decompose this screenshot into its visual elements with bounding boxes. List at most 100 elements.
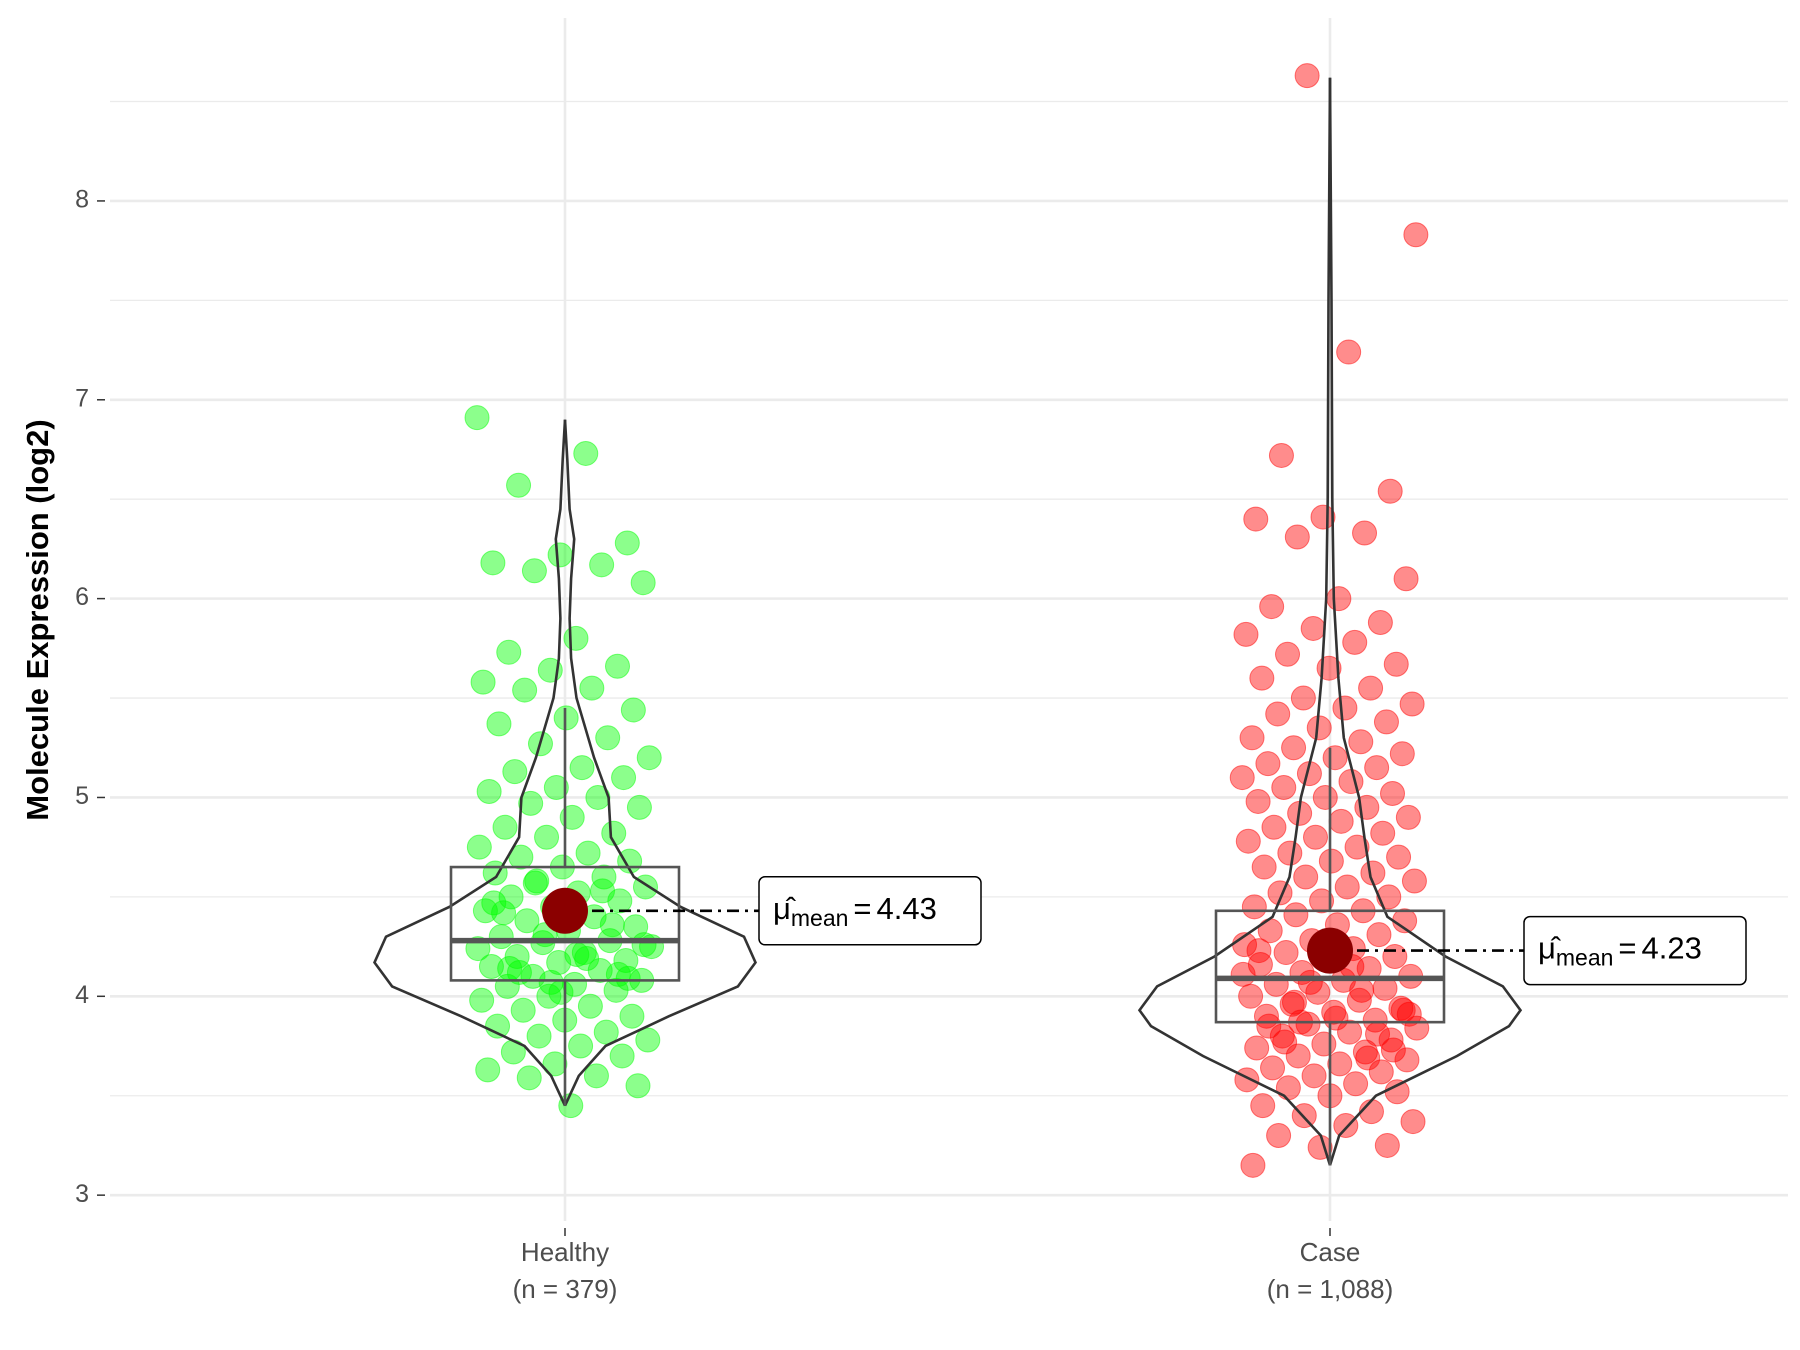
data-point (579, 675, 605, 701)
data-point (1271, 775, 1297, 801)
data-point (506, 472, 532, 498)
data-point (1346, 987, 1372, 1013)
data-point (506, 959, 532, 985)
data-point (512, 677, 538, 703)
data-point (1344, 834, 1370, 860)
data-point (518, 790, 544, 816)
data-point (1256, 1013, 1282, 1039)
data-point (599, 912, 625, 938)
data-point (593, 1019, 619, 1045)
data-point (1303, 824, 1329, 850)
data-point (1241, 894, 1267, 920)
data-point (635, 1027, 661, 1053)
data-point (1374, 1132, 1400, 1158)
data-point (615, 965, 641, 991)
data-point (1337, 1019, 1363, 1045)
data-point (1312, 784, 1338, 810)
data-point (601, 820, 627, 846)
data-point (480, 550, 506, 576)
violin-outline (1137, 77, 1332, 1166)
data-point (1244, 1035, 1270, 1061)
data-point (1229, 765, 1255, 791)
data-point (1327, 1051, 1353, 1077)
data-point (563, 625, 589, 651)
data-point (575, 840, 601, 866)
data-point (524, 868, 550, 894)
data-point (488, 924, 514, 950)
data-point (604, 653, 630, 679)
x-tick-label: Case (1300, 1237, 1361, 1267)
data-point (542, 1051, 568, 1077)
data-point (1283, 902, 1309, 928)
data-point (514, 908, 540, 934)
data-point (1251, 854, 1277, 880)
data-point (486, 711, 512, 737)
data-point (1294, 63, 1320, 89)
data-point (1358, 675, 1384, 701)
data-point (611, 765, 637, 791)
data-point (504, 944, 530, 970)
y-tick-label: 7 (75, 384, 89, 412)
data-point (1293, 864, 1319, 890)
data-point (470, 669, 496, 695)
data-point (1366, 922, 1392, 948)
violin-outline (563, 419, 757, 1107)
data-point (1336, 339, 1362, 365)
data-point (1380, 780, 1406, 806)
data-point (626, 794, 652, 820)
data-point (1285, 1043, 1311, 1069)
data-point (590, 878, 616, 904)
y-tick-label: 3 (75, 1180, 89, 1208)
data-point (1234, 1067, 1260, 1093)
data-point (1281, 735, 1307, 761)
data-point (1260, 1055, 1286, 1081)
data-point (625, 1073, 651, 1099)
y-tick-label: 6 (75, 583, 89, 611)
data-point (502, 759, 528, 785)
data-point (1370, 820, 1396, 846)
data-point (1275, 641, 1301, 667)
equals: = (853, 891, 871, 926)
data-point (1399, 691, 1425, 717)
data-point (534, 824, 560, 850)
data-point (1249, 665, 1275, 691)
data-point (1243, 506, 1269, 532)
data-point (1233, 621, 1259, 647)
data-point (1273, 940, 1299, 966)
data-point (526, 1023, 552, 1049)
data-point (591, 864, 617, 890)
data-point (564, 942, 590, 968)
mean-label-box (758, 876, 982, 946)
data-point (574, 946, 600, 972)
data-point (498, 884, 524, 910)
data-point (1338, 769, 1364, 795)
data-point (605, 961, 631, 987)
data-point (475, 1057, 501, 1083)
data-point (1275, 1075, 1301, 1101)
data-point (1343, 1071, 1369, 1097)
data-point (543, 775, 569, 801)
data-point (547, 542, 573, 568)
data-point (609, 1043, 635, 1069)
data-point (1368, 1059, 1394, 1085)
data-point (1284, 524, 1310, 550)
data-point (1400, 1109, 1426, 1135)
data-point (631, 932, 657, 958)
data-point (1373, 709, 1399, 735)
data-point (1377, 478, 1403, 504)
data-point (1318, 848, 1344, 874)
data-point (469, 987, 495, 1013)
data-point (497, 955, 523, 981)
data-point (1307, 1134, 1333, 1160)
data-point (1376, 884, 1402, 910)
data-point (636, 745, 662, 771)
mean-point (1307, 927, 1353, 974)
box (1214, 909, 1446, 1024)
data-point (1386, 844, 1412, 870)
data-point (492, 814, 518, 840)
data-point (1380, 1037, 1406, 1063)
data-point (510, 997, 536, 1023)
data-point (1238, 983, 1264, 1009)
data-point (1269, 1023, 1295, 1049)
violin-outline (1328, 77, 1523, 1166)
